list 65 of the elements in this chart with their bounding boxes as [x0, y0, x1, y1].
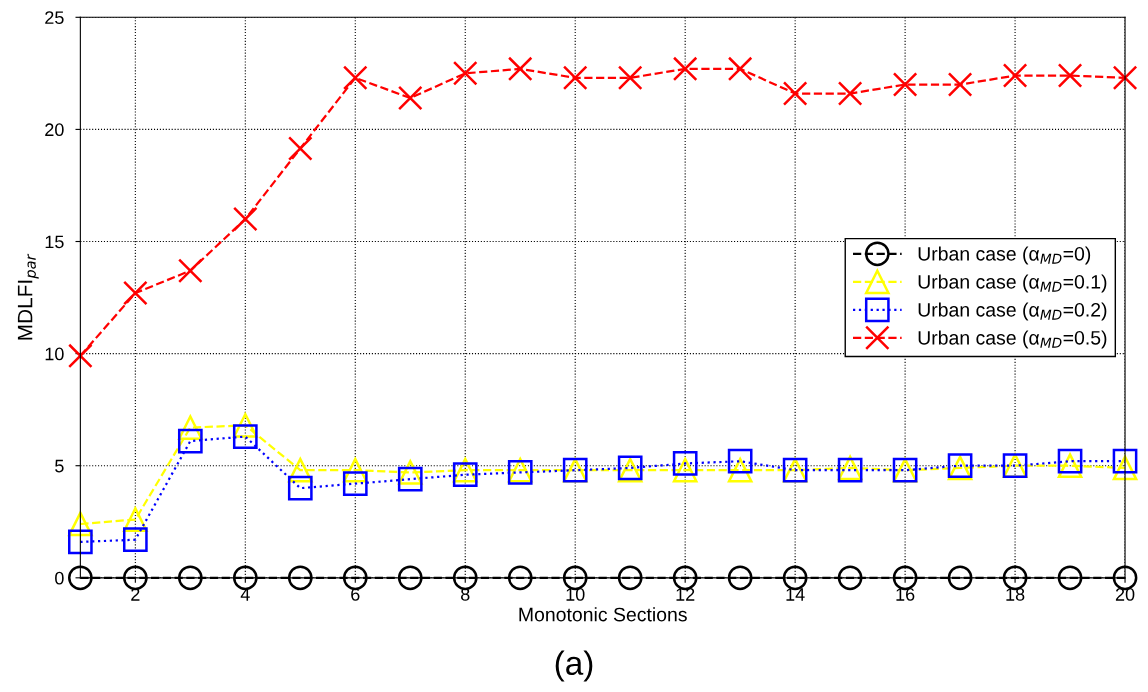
- x-tick-label: 20: [1115, 588, 1135, 601]
- point: [1057, 448, 1083, 474]
- point: [177, 565, 203, 591]
- point: [1112, 65, 1138, 91]
- point: [617, 65, 643, 91]
- x-tick-label: 16: [896, 588, 915, 601]
- point: [782, 81, 808, 106]
- point: [892, 72, 918, 97]
- point: [837, 565, 863, 591]
- point: [68, 565, 93, 591]
- legend-label: Urban case (α$_{MD}$=0): [918, 246, 1091, 265]
- point: [287, 565, 313, 591]
- point: [507, 56, 533, 82]
- point: [397, 565, 423, 591]
- point: [68, 343, 93, 369]
- x-axis-title: Monotonic Sections: [519, 607, 687, 622]
- point: [342, 565, 368, 591]
- point: [342, 471, 368, 497]
- point: [947, 565, 973, 591]
- point: [287, 475, 313, 501]
- point: [562, 65, 588, 91]
- point: [672, 451, 698, 476]
- y-tick-label: 10: [45, 347, 64, 361]
- point: [727, 448, 753, 474]
- point: [947, 72, 973, 97]
- point: [287, 136, 313, 161]
- point: [452, 565, 478, 591]
- point: [672, 56, 698, 82]
- point: [1112, 448, 1138, 474]
- legend-label: Urban case (α$_{MD}$=0.2): [918, 302, 1107, 321]
- point: [232, 206, 258, 232]
- point: [452, 462, 478, 488]
- point: [727, 56, 753, 82]
- y-tick-label: 5: [55, 459, 64, 473]
- y-tick-label: 0: [55, 571, 64, 585]
- text: (a): [555, 650, 593, 682]
- point: [397, 85, 423, 111]
- point: [617, 565, 643, 591]
- point: [672, 457, 698, 483]
- point: [452, 60, 478, 86]
- point: [507, 565, 533, 591]
- point: [177, 258, 203, 284]
- point: [122, 565, 148, 591]
- y-tick-label: 15: [45, 235, 64, 249]
- point: [342, 65, 368, 91]
- point: [1057, 565, 1083, 591]
- legend-label: Urban case (α$_{MD}$=0.5): [918, 330, 1107, 349]
- y-axis-title: MDLFI$_{par}$: [17, 253, 39, 340]
- point: [177, 428, 203, 454]
- point: [727, 565, 753, 591]
- point: [232, 424, 258, 449]
- point: [727, 457, 753, 483]
- point: [232, 565, 258, 591]
- legend-label: Urban case (α$_{MD}$=0.1): [918, 274, 1107, 293]
- x-tick-label: 18: [1006, 588, 1025, 601]
- point: [122, 527, 148, 553]
- point: [122, 280, 148, 306]
- y-tick-label: 20: [45, 123, 64, 137]
- point: [68, 529, 93, 555]
- point: [397, 466, 423, 492]
- point: [1057, 63, 1083, 88]
- point: [837, 81, 863, 106]
- y-tick-label: 25: [45, 11, 64, 25]
- point: [1002, 63, 1028, 88]
- x-tick-label: 14: [786, 588, 805, 601]
